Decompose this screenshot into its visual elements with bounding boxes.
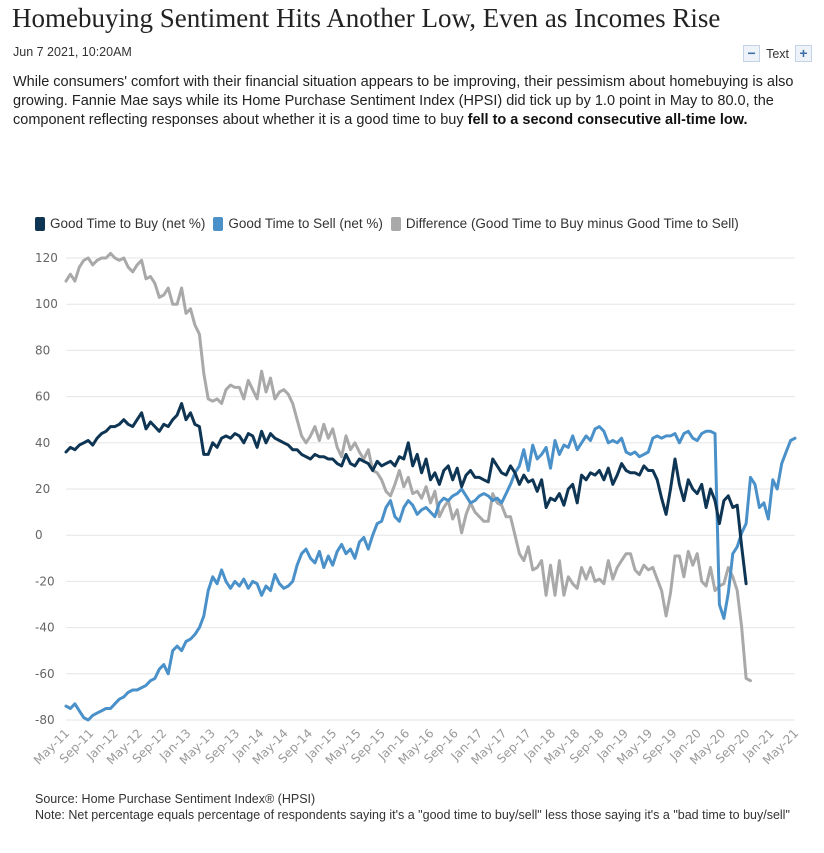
legend-label-sell: Good Time to Sell (net %)	[228, 216, 383, 231]
sentiment-line-chart: 120 100 80 60 40 20 0 -20 -40 -60 -80 May-11Sep-11…	[31, 251, 801, 767]
y-tick-label: 100	[35, 297, 58, 311]
legend-swatch-difference	[390, 216, 401, 231]
source-note: Source: Home Purchase Sentiment Index® (…	[35, 792, 316, 806]
chart-legend: Good Time to Buy (net %) Good Time to Se…	[35, 216, 739, 231]
y-tick-label: 20	[35, 482, 50, 496]
article-intro: While consumers' comfort with their fina…	[13, 73, 808, 130]
article-date: Jun 7 2021, 10:20AM	[13, 45, 132, 59]
text-size-label: Text	[766, 46, 789, 61]
legend-item-difference[interactable]: Difference (Good Time to Buy minus Good …	[390, 216, 739, 231]
decrease-text-button[interactable]: −	[743, 45, 761, 62]
intro-bold-text: fell to a second consecutive all-time lo…	[467, 112, 748, 128]
increase-text-button[interactable]: +	[795, 45, 812, 62]
y-axis-ticks: 120 100 80 60 40 20 0 -20 -40 -60 -80	[35, 251, 58, 727]
y-tick-label: -40	[35, 621, 55, 635]
series-layer	[64, 251, 797, 722]
x-axis-ticks: May-11Sep-11Jan-12May-12Sep-12Jan-13May-…	[31, 726, 801, 767]
series-line-buy[interactable]	[64, 402, 748, 586]
legend-item-buy[interactable]: Good Time to Buy (net %)	[35, 216, 205, 231]
y-tick-label: 40	[35, 436, 50, 450]
legend-swatch-sell	[213, 216, 224, 231]
y-tick-label: 0	[35, 528, 43, 542]
y-tick-label: 120	[35, 251, 58, 265]
legend-label-difference: Difference (Good Time to Buy minus Good …	[405, 216, 739, 231]
y-tick-label: -20	[35, 574, 55, 588]
intro-text: While consumers' comfort with their fina…	[13, 74, 794, 128]
methodology-note: Note: Net percentage equals percentage o…	[35, 808, 790, 822]
series-line-sell[interactable]	[64, 425, 797, 722]
grid-layer	[66, 257, 795, 721]
y-tick-label: -60	[35, 667, 55, 681]
y-tick-label: 60	[35, 390, 50, 404]
legend-item-sell[interactable]: Good Time to Sell (net %)	[213, 216, 383, 231]
y-tick-label: -80	[35, 713, 55, 727]
legend-label-buy: Good Time to Buy (net %)	[50, 216, 206, 231]
article-title: Homebuying Sentiment Hits Another Low, E…	[12, 3, 721, 33]
chart-footnote: Source: Home Purchase Sentiment Index® (…	[35, 791, 805, 823]
text-size-control: − Text +	[743, 45, 812, 62]
y-tick-label: 80	[35, 343, 50, 357]
legend-swatch-buy	[35, 216, 45, 231]
series-line-difference[interactable]	[64, 251, 752, 683]
